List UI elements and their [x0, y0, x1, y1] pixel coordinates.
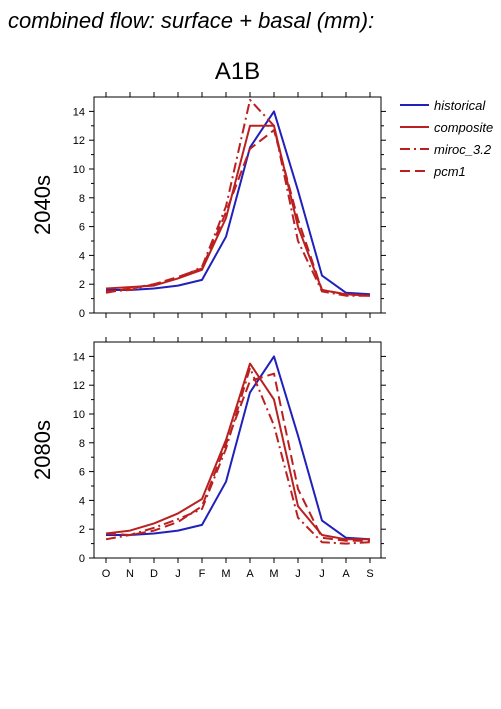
series-line-pcm1	[105, 372, 370, 542]
x-tick-label: N	[126, 568, 134, 580]
legend-label: composite	[434, 120, 493, 135]
y-tick-label: 12	[73, 380, 85, 392]
y-tick-label: 12	[73, 135, 85, 147]
panel-label: 2040s	[30, 175, 55, 235]
y-tick-label: 10	[73, 409, 85, 421]
y-tick-label: 2	[79, 279, 85, 291]
x-tick-label: J	[319, 568, 325, 580]
y-tick-label: 0	[79, 308, 85, 320]
panel-label: 2080s	[30, 420, 55, 480]
plot-frame	[93, 341, 382, 559]
plot-frame	[93, 96, 382, 314]
y-tick-label: 14	[73, 351, 85, 363]
y-tick-label: 6	[79, 467, 85, 479]
panel-2040s: 0 2 4 6 8 10 12 14 2040s	[30, 92, 386, 320]
y-tick-label: 2	[79, 524, 85, 536]
series-line-historical	[106, 355, 371, 541]
series-line-pcm1	[105, 129, 371, 297]
x-tick-label: A	[246, 568, 254, 580]
series-line-miroc-3-2	[105, 98, 370, 297]
legend: historical composite miroc_3.2 pcm1	[400, 98, 493, 179]
y-tick-label: 6	[79, 222, 85, 234]
legend-label: historical	[434, 98, 486, 113]
series-line-miroc-3-2	[105, 366, 371, 545]
y-tick-label: 4	[79, 495, 85, 507]
y-tick-label: 0	[79, 553, 85, 565]
legend-label: miroc_3.2	[434, 142, 492, 157]
y-tick-label: 14	[73, 106, 85, 118]
panel-2080s: 0 2 4 6 8 10 12 14 O N D J F M A M J J A S 2080s	[30, 337, 386, 580]
page-title: combined flow: surface + basal (mm):	[8, 8, 375, 33]
y-tick-label: 8	[79, 193, 85, 205]
x-tick-label: M	[269, 568, 278, 580]
y-tick-label: 4	[79, 250, 85, 262]
legend-label: pcm1	[433, 164, 466, 179]
series-line-composite	[105, 362, 370, 541]
x-tick-label: M	[221, 568, 230, 580]
x-tick-label: J	[175, 568, 181, 580]
x-tick-label: A	[342, 568, 350, 580]
y-tick-label: 10	[73, 164, 85, 176]
x-tick-label: O	[102, 568, 111, 580]
x-tick-label: J	[295, 568, 301, 580]
scenario-title: A1B	[214, 58, 261, 85]
x-tick-label: S	[366, 568, 373, 580]
series-line-historical	[106, 110, 371, 296]
x-tick-label: D	[150, 568, 158, 580]
y-tick-label: 8	[79, 438, 85, 450]
x-tick-label: F	[199, 568, 206, 580]
